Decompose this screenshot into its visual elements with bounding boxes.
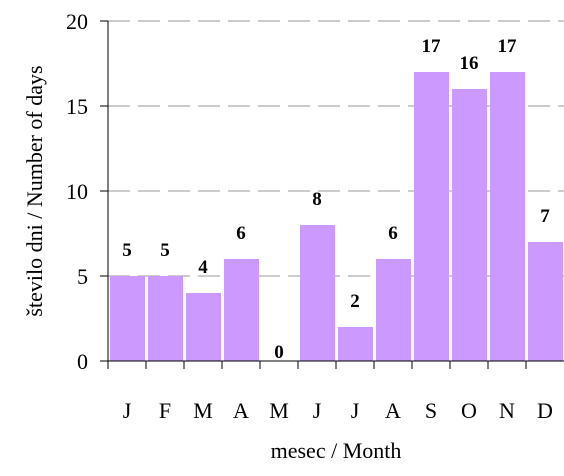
x-tick-label: M: [269, 398, 289, 423]
y-tick-label: 10: [66, 179, 88, 204]
bar: [338, 327, 373, 361]
x-axis-label: mesec / Month: [271, 438, 402, 463]
x-tick-label: O: [461, 398, 477, 423]
bar: [186, 293, 221, 361]
value-label: 8: [312, 189, 322, 210]
x-tick-label: J: [351, 398, 360, 423]
value-label: 6: [236, 223, 246, 244]
bar: [528, 242, 563, 361]
bar: [490, 72, 525, 361]
bar: [452, 89, 487, 361]
x-tick-label: A: [385, 398, 401, 423]
value-label: 2: [350, 291, 360, 312]
x-tick-label: D: [537, 398, 553, 423]
x-tick-label: S: [425, 398, 437, 423]
y-tick-label: 15: [66, 94, 88, 119]
bar: [224, 259, 259, 361]
bar: [300, 225, 335, 361]
y-tick-label: 0: [77, 349, 88, 374]
x-tick-label: N: [499, 398, 515, 423]
bar: [376, 259, 411, 361]
value-label: 5: [160, 240, 170, 261]
value-label: 5: [122, 240, 132, 261]
x-tick-label: J: [313, 398, 322, 423]
bar: [148, 276, 183, 361]
x-tick-label: M: [193, 398, 213, 423]
x-tick-label: J: [123, 398, 132, 423]
value-label: 7: [540, 206, 550, 227]
y-axis-label: število dni / Number of days: [22, 65, 47, 316]
x-tick-label: F: [159, 398, 171, 423]
value-label: 17: [422, 36, 442, 57]
x-tick-label: A: [233, 398, 249, 423]
value-label: 6: [388, 223, 398, 244]
bar: [110, 276, 145, 361]
value-label: 4: [198, 257, 208, 278]
value-label: 17: [498, 36, 518, 57]
y-tick-label: 5: [77, 264, 88, 289]
bar: [414, 72, 449, 361]
y-tick-label: 20: [66, 9, 88, 34]
value-label: 0: [274, 342, 284, 363]
value-label: 16: [460, 53, 479, 74]
